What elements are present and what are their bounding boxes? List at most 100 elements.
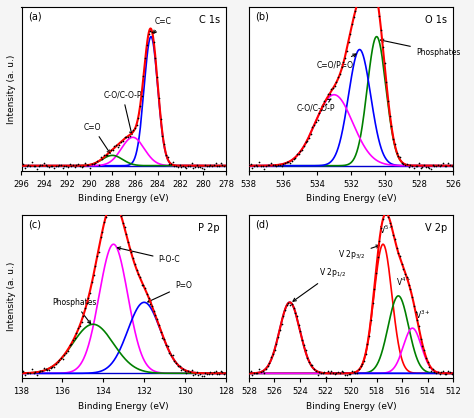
Point (396, 252, 404, 259)
Point (140, 73, 147, 80)
Point (264, 362, 272, 369)
Point (388, 122, 395, 129)
Point (262, 162, 270, 169)
Point (427, 367, 435, 374)
Point (341, 55, 349, 61)
Point (377, 225, 385, 232)
Point (326, 90, 333, 97)
Point (25, 162, 32, 168)
Point (181, 163, 189, 170)
Point (303, 354, 311, 361)
Point (128, 129, 135, 135)
Point (386, 219, 393, 226)
Point (281, 160, 289, 167)
Point (375, 237, 383, 244)
Point (131, 125, 139, 131)
Point (333, 370, 340, 376)
Point (298, 336, 306, 343)
Point (118, 139, 125, 145)
Point (157, 329, 164, 335)
Point (430, 163, 438, 170)
Point (136, 274, 144, 281)
Point (28, 366, 36, 372)
Point (154, 74, 161, 80)
Point (169, 352, 176, 358)
Point (133, 122, 140, 129)
Point (420, 162, 428, 168)
Point (116, 209, 123, 216)
Point (365, 333, 373, 339)
Point (61, 163, 68, 170)
Point (334, 74, 342, 80)
Point (107, 199, 115, 206)
Point (95, 249, 102, 256)
Point (74, 161, 82, 168)
Point (350, 14, 357, 20)
Point (157, 116, 164, 122)
Point (44, 163, 51, 169)
Point (121, 134, 128, 140)
Point (100, 151, 108, 158)
Point (212, 160, 219, 167)
Point (159, 334, 166, 341)
Text: Phosphates: Phosphates (381, 39, 460, 57)
Point (429, 162, 437, 169)
Point (350, 369, 357, 375)
Point (346, 370, 354, 377)
Point (317, 370, 325, 377)
Point (305, 359, 313, 366)
Point (358, 360, 366, 367)
Point (49, 364, 56, 370)
Point (135, 114, 142, 121)
Point (81, 160, 89, 166)
Point (426, 165, 433, 172)
Point (298, 147, 306, 153)
Point (217, 160, 225, 167)
Point (267, 353, 275, 360)
Point (412, 308, 419, 315)
Point (255, 365, 263, 372)
Point (398, 160, 406, 166)
Point (254, 370, 261, 377)
Point (446, 369, 454, 376)
Point (362, 350, 369, 357)
Point (369, 300, 376, 307)
Point (35, 369, 43, 375)
Point (372, 269, 380, 276)
Point (100, 218, 108, 225)
Point (321, 98, 328, 105)
Point (145, 295, 153, 302)
Point (314, 117, 321, 124)
Text: V 2p$_{1/2}$: V 2p$_{1/2}$ (293, 266, 346, 301)
Point (420, 347, 428, 354)
Point (338, 368, 346, 375)
Point (448, 163, 456, 169)
Point (91, 263, 99, 269)
Text: C=O/P=O: C=O/P=O (317, 54, 356, 70)
Point (220, 163, 228, 169)
Point (107, 146, 115, 153)
Point (383, 79, 390, 85)
Point (219, 369, 226, 376)
Point (119, 219, 127, 226)
Point (66, 161, 73, 168)
Point (262, 365, 270, 372)
Point (346, 31, 354, 37)
Point (138, 92, 146, 99)
Point (112, 199, 120, 206)
Point (121, 223, 128, 230)
Point (90, 271, 98, 278)
Point (319, 370, 327, 376)
Point (288, 157, 296, 164)
Point (176, 362, 183, 369)
Text: V$^{5+}$: V$^{5+}$ (379, 224, 395, 236)
Point (186, 163, 194, 169)
Point (305, 135, 313, 141)
Point (63, 163, 70, 170)
Point (448, 370, 456, 377)
Point (339, 369, 347, 375)
Point (21, 372, 29, 378)
Point (324, 91, 332, 97)
Point (105, 203, 113, 210)
Point (124, 238, 132, 245)
